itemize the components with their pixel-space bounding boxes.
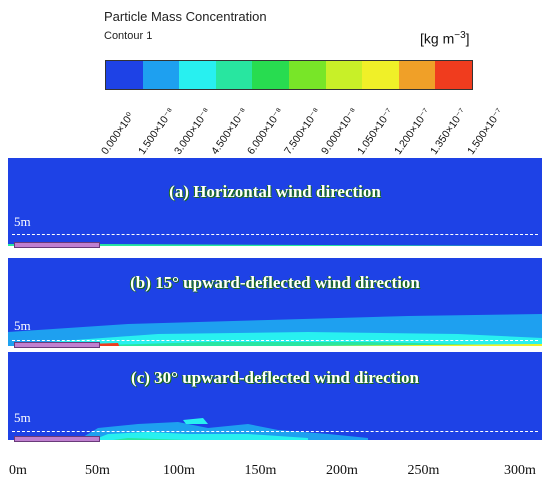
panel-30-deg: (c) 30° upward-deflected wind direction …: [8, 352, 542, 444]
colorbar-cell: [215, 61, 253, 89]
panel-b-height-label: 5m: [14, 318, 31, 333]
colorbar-tick-label: 9.000×10⁻⁸: [318, 105, 360, 157]
panel-b-source: [14, 342, 100, 348]
x-axis-tick-label: 50m: [85, 463, 110, 478]
x-axis-tick-label: 200m: [326, 463, 358, 478]
panel-c-title: (c) 30° upward-deflected wind direction: [131, 368, 419, 387]
x-axis-tick-label: 0m: [9, 463, 27, 478]
panel-a-source: [14, 242, 100, 248]
panel-c-source: [14, 436, 100, 442]
colorbar-cell: [362, 61, 399, 89]
panel-a-ground: [8, 246, 542, 250]
units-exponent: −3: [454, 30, 466, 41]
x-axis-tick-label: 300m: [504, 463, 536, 478]
panel-horizontal: (a) Horizontal wind direction 5m: [8, 158, 542, 250]
colorbar-cell: [325, 61, 363, 89]
x-axis-tick-label: 250m: [407, 463, 440, 478]
colorbar-tick-label: 1.500×10⁻⁸: [135, 105, 177, 157]
x-axis: 0m 50m 100m 150m 200m 250m 300m: [0, 463, 550, 481]
colorbar-tick-label: 1.050×10⁻⁷: [355, 106, 396, 157]
legend-units: [kg m−3]: [420, 30, 470, 47]
x-axis-tick-label: 100m: [163, 463, 195, 478]
legend-subtitle: Contour 1: [104, 30, 153, 42]
colorbar-tick-label: 4.500×10⁻⁸: [208, 105, 250, 157]
colorbar-tick-label: 3.000×10⁻⁸: [172, 105, 214, 157]
legend-title: Particle Mass Concentration: [104, 9, 267, 24]
plume-b: [8, 314, 542, 350]
panel-a-height-label: 5m: [14, 214, 31, 229]
colorbar-tick-label: 0.000×10⁰: [99, 110, 137, 157]
units-close: ]: [465, 30, 470, 47]
panel-b-ground: [8, 346, 542, 350]
panel-b-title: (b) 15° upward-deflected wind direction: [130, 273, 420, 292]
x-axis-tick-label: 150m: [244, 463, 277, 478]
colorbar-tick-label: 6.000×10⁻⁸: [245, 105, 287, 157]
panel-a-5m-line: [12, 234, 538, 235]
colorbar-cell: [106, 61, 143, 89]
colorbar-tick-label: 1.200×10⁻⁷: [391, 106, 433, 157]
colorbar-cell: [398, 61, 436, 89]
units-main: [kg m: [420, 30, 455, 47]
panel-15-deg: (b) 15° upward-deflected wind direction …: [8, 258, 542, 350]
colorbar-cell: [435, 61, 472, 89]
panel-c-5m-line: [12, 431, 538, 432]
plume-a: [8, 242, 542, 250]
panel-c-ground: [8, 440, 542, 444]
colorbar-cell: [142, 61, 180, 89]
colorbar-tick-label: 7.500×10⁻⁸: [282, 105, 323, 157]
panel-c-height-label: 5m: [14, 410, 31, 425]
colorbar-cell: [252, 61, 289, 89]
panel-a-title: (a) Horizontal wind direction: [169, 182, 381, 201]
colorbar-cell: [179, 61, 216, 89]
colorbar-cell: [288, 61, 326, 89]
panel-b-5m-line: [12, 340, 538, 341]
colorbar-tick-label: 1.500×10⁻⁷: [465, 106, 506, 157]
colorbar: [105, 60, 473, 90]
colorbar-tick-label: 1.350×10⁻⁷: [428, 106, 469, 157]
